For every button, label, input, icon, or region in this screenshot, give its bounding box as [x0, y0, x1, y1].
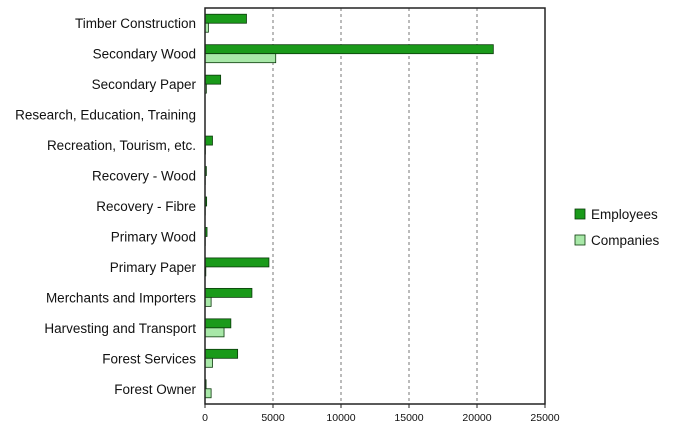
bar-employees-9	[204, 287, 253, 298]
bar-employees-1	[204, 44, 494, 55]
bar-employees-8	[204, 257, 270, 268]
category-label-4: Recreation, Tourism, etc.	[47, 138, 196, 153]
bar-employees-11	[204, 348, 239, 359]
bar-employees-2	[204, 74, 222, 85]
legend: Employees Companies	[574, 207, 660, 248]
x-tick-label-2: 10000	[326, 412, 355, 424]
legend-swatch-employees	[574, 208, 586, 220]
x-axis-ticks: 0 5000 10000 15000 20000 25000	[202, 404, 560, 424]
bar-companies-9	[204, 296, 212, 307]
x-tick-label-1: 5000	[261, 412, 285, 424]
category-label-12: Forest Owner	[114, 382, 196, 397]
x-tick-label-4: 20000	[462, 412, 491, 424]
bar-employees-4	[204, 135, 213, 146]
plot-frame	[204, 7, 546, 405]
bar-employees-10	[204, 318, 232, 329]
bar-companies-11	[204, 357, 213, 368]
x-tick-label-0: 0	[202, 412, 208, 424]
bar-companies-1	[204, 53, 277, 64]
legend-swatch-companies	[574, 234, 586, 246]
bar-companies-10	[204, 327, 225, 338]
x-tick-label-5: 25000	[530, 412, 559, 424]
legend-label-employees: Employees	[591, 207, 658, 222]
category-label-8: Primary Paper	[110, 260, 197, 275]
category-label-6: Recovery - Fibre	[96, 199, 196, 214]
category-label-10: Harvesting and Transport	[44, 321, 196, 336]
category-label-3: Research, Education, Training	[15, 108, 196, 123]
grid-lines	[272, 8, 478, 404]
category-label-11: Forest Services	[102, 351, 196, 366]
category-label-2: Secondary Paper	[92, 77, 197, 92]
category-label-9: Merchants and Importers	[46, 290, 196, 305]
category-label-5: Recovery - Wood	[92, 169, 196, 184]
category-label-1: Secondary Wood	[93, 47, 196, 62]
bars	[204, 13, 494, 399]
bar-companies-12	[204, 388, 212, 399]
category-label-7: Primary Wood	[111, 229, 196, 244]
bar-employees-0	[204, 13, 247, 24]
category-labels: Timber Construction Secondary Wood Seconda…	[15, 16, 196, 397]
x-tick-label-3: 15000	[394, 412, 423, 424]
category-label-0: Timber Construction	[75, 16, 196, 31]
legend-label-companies: Companies	[591, 233, 660, 248]
